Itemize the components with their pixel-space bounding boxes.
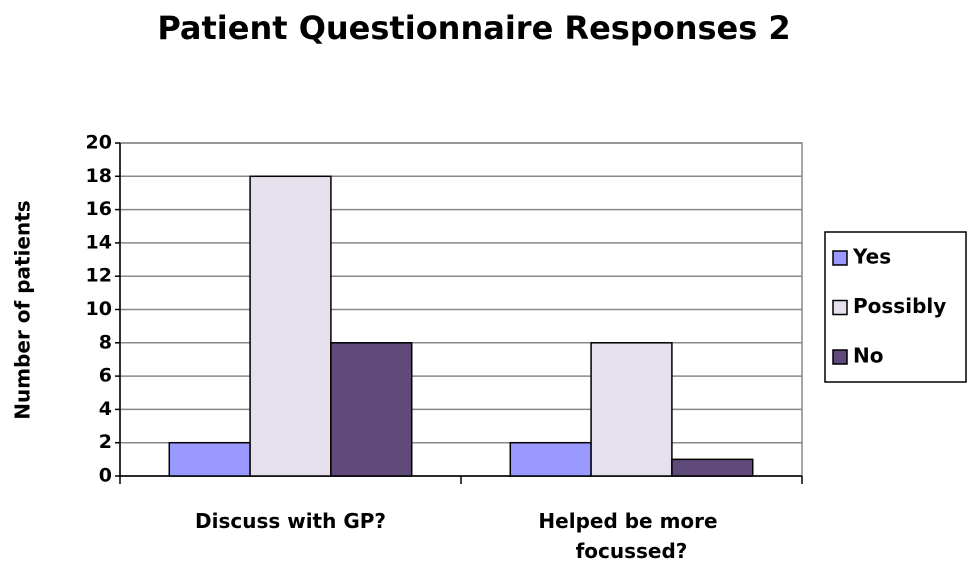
y-tick-label: 2 <box>99 431 112 453</box>
y-tick-label: 20 <box>86 132 112 154</box>
y-tick-label: 0 <box>99 465 112 487</box>
legend-swatch <box>832 250 848 266</box>
y-tick-label: 10 <box>86 298 112 320</box>
bar <box>509 441 592 477</box>
bar <box>330 342 413 477</box>
x-tick-label: Helped be more focussed? <box>538 509 724 563</box>
x-tick-label: Discuss with GP? <box>195 509 386 533</box>
y-tick-label: 6 <box>99 365 112 387</box>
bar <box>249 175 332 477</box>
legend-label: Yes <box>852 245 891 269</box>
y-tick-label: 12 <box>86 265 112 287</box>
legend-swatch <box>832 349 848 365</box>
y-axis-label: Number of patients <box>11 200 35 419</box>
legend-box <box>824 231 967 383</box>
y-tick-label: 18 <box>86 165 112 187</box>
legend-label: No <box>853 344 883 368</box>
bar <box>590 342 673 477</box>
bar <box>168 441 251 477</box>
chart-title: Patient Questionnaire Responses 2 <box>157 9 790 47</box>
y-tick-label: 14 <box>86 231 112 253</box>
legend-swatch <box>832 299 848 316</box>
legend-label: Possibly <box>853 294 946 318</box>
y-tick-label: 4 <box>99 398 112 420</box>
y-tick-label: 8 <box>99 331 112 353</box>
bar <box>671 458 754 477</box>
y-tick-label: 16 <box>86 198 112 220</box>
